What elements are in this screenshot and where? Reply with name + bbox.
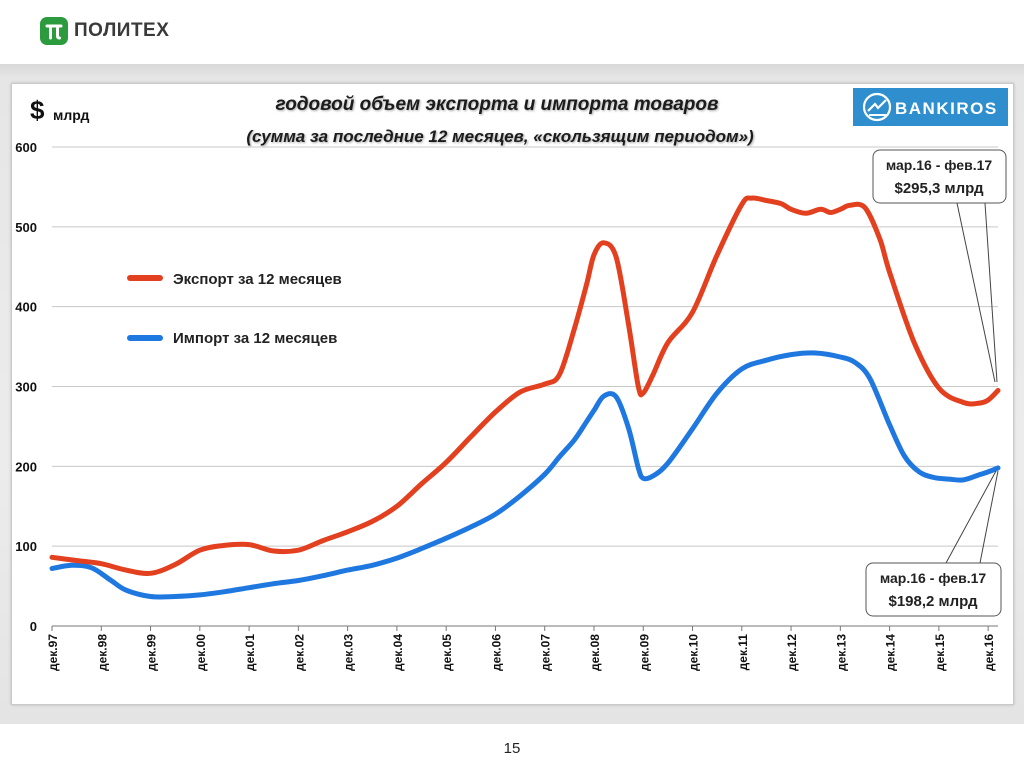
- y-tick-label: 600: [15, 140, 37, 155]
- x-tick-label: дек.03: [342, 634, 356, 671]
- x-tick-label: дек.99: [145, 634, 159, 671]
- x-tick-label: дек.06: [489, 634, 503, 671]
- x-tick-label: дек.00: [194, 634, 208, 671]
- x-tick-label: дек.97: [46, 634, 60, 671]
- x-tick-label: дек.98: [95, 634, 109, 671]
- x-axis: [51, 625, 998, 631]
- legend-label-export: Экспорт за 12 месяцев: [173, 271, 342, 288]
- y-tick-label: 200: [15, 459, 37, 474]
- x-tick-label: дек.08: [588, 634, 602, 671]
- callout-import: мар.16 - фев.17 $198,2 млрд: [865, 470, 1002, 617]
- bankiros-logo: BANKIROS: [853, 88, 1008, 126]
- y-axis-ticks: 0 100 200 300 400 500 600: [15, 140, 37, 634]
- y-axis-unit: млрд: [53, 107, 89, 123]
- politeh-logo-icon: [40, 17, 68, 45]
- y-tick-label: 100: [15, 539, 37, 554]
- callout-import-value: $198,2 млрд: [889, 593, 978, 610]
- legend: Экспорт за 12 месяцев Импорт за 12 месяц…: [127, 271, 342, 347]
- callout-import-period: мар.16 - фев.17: [880, 570, 987, 586]
- x-tick-label: дек.01: [243, 634, 257, 671]
- x-tick-label: дек.14: [884, 634, 898, 671]
- chart-subtitle: (сумма за последние 12 месяцев, «скользя…: [246, 127, 754, 146]
- y-axis-currency: $: [30, 95, 45, 125]
- y-tick-label: 400: [15, 300, 37, 315]
- x-tick-label: дек.10: [687, 634, 701, 671]
- series-line-import: [49, 350, 1001, 600]
- logo-text: ПОЛИТЕХ: [74, 20, 170, 41]
- legend-label-import: Импорт за 12 месяцев: [173, 330, 337, 347]
- x-tick-label: дек.02: [292, 634, 306, 671]
- x-tick-label: дек.07: [539, 634, 553, 671]
- x-tick-label: дек.11: [736, 634, 750, 671]
- slide-header: ПОЛИТЕХ: [0, 0, 1024, 64]
- chart-panel: [11, 83, 1014, 705]
- x-tick-label: дек.05: [440, 634, 454, 671]
- chart-title: годовой объем экспорта и импорта товаров: [276, 94, 719, 115]
- x-tick-label: дек.15: [933, 634, 947, 671]
- callout-export-period: мар.16 - фев.17: [886, 157, 993, 173]
- bankiros-emblem-icon: [862, 92, 892, 122]
- x-tick-label: дек.13: [834, 634, 848, 671]
- slide-footer: [0, 724, 1024, 767]
- y-tick-label: 300: [15, 380, 37, 395]
- callout-export-value: $295,3 млрд: [895, 180, 984, 197]
- logo: ПОЛИТЕХ: [40, 17, 169, 45]
- bankiros-text: BANKIROS: [895, 99, 998, 118]
- page-number: 15: [503, 740, 521, 757]
- series-line-export: [49, 195, 1001, 576]
- y-tick-label: 500: [15, 220, 37, 235]
- callout-export: мар.16 - фев.17 $295,3 млрд: [872, 149, 1007, 383]
- x-axis-labels: дек.97 дек.98 дек.99 дек.00 дек.01 дек.02 дек.…: [46, 634, 996, 671]
- x-tick-label: дек.12: [785, 634, 799, 671]
- x-tick-label: дек.04: [391, 634, 405, 671]
- x-tick-label: дек.16: [982, 634, 996, 671]
- y-tick-label: 0: [30, 619, 37, 634]
- series-lines: [49, 195, 1001, 600]
- x-tick-label: дек.09: [637, 634, 651, 671]
